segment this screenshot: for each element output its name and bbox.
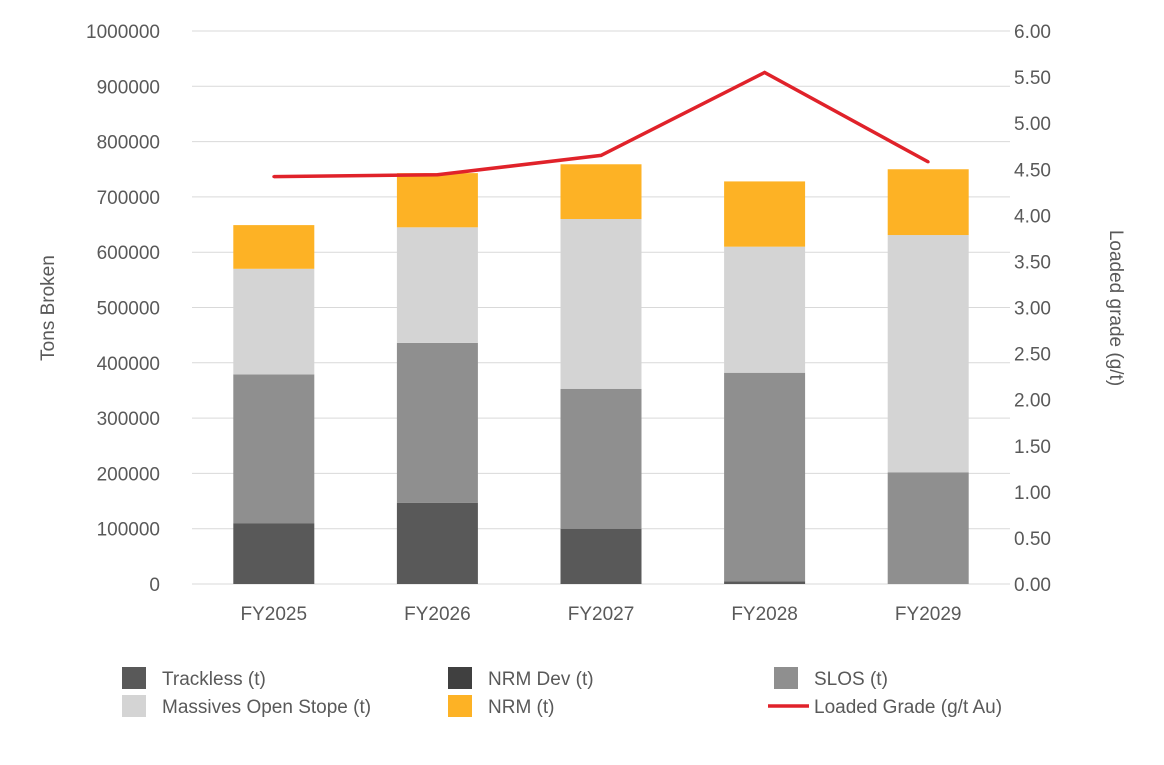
x-tick-label: FY2028 — [731, 604, 798, 625]
grade-series-line — [273, 70, 930, 179]
axes: Tons Broken Loaded grade (g/t) 0 100000 20… — [38, 22, 1126, 625]
bar-segment — [724, 581, 806, 584]
grade-point — [926, 160, 930, 164]
bar-segment — [233, 268, 315, 375]
y-tick-label: 1000000 — [86, 22, 160, 43]
legend-label: SLOS (t) — [814, 669, 888, 690]
grade-point — [599, 153, 603, 157]
y-axis-title: Tons Broken — [38, 255, 59, 361]
y2-tick-label: 0.00 — [1014, 575, 1051, 596]
bar-segment — [724, 246, 806, 373]
y-tick-label: 700000 — [97, 188, 160, 209]
legend-label: NRM (t) — [488, 697, 554, 718]
x-tick-label: FY2027 — [568, 604, 635, 625]
bar-segment — [233, 374, 315, 524]
bar-segment — [396, 502, 478, 584]
y2-tick-label: 5.00 — [1014, 114, 1051, 135]
bar-segment — [887, 472, 969, 584]
bar-segment — [560, 219, 642, 389]
y-tick-label: 600000 — [97, 243, 160, 264]
legend-swatch — [448, 695, 472, 717]
legend-label: NRM Dev (t) — [488, 669, 594, 690]
y2-tick-label: 4.50 — [1014, 160, 1051, 181]
y2-tick-label: 2.50 — [1014, 345, 1051, 366]
y2-tick-label: 5.50 — [1014, 68, 1051, 89]
bar-segment — [560, 388, 642, 529]
legend-label: Loaded Grade (g/t Au) — [814, 697, 1002, 718]
y2-tick-label: 1.50 — [1014, 437, 1051, 458]
y2-tick-label: 2.00 — [1014, 391, 1051, 412]
bar-segment — [396, 342, 478, 503]
legend-swatch — [774, 667, 798, 689]
bar-segment — [396, 227, 478, 343]
legend-swatch — [448, 667, 472, 689]
y2-tick-label: 4.00 — [1014, 206, 1051, 227]
y2-tick-label: 3.00 — [1014, 299, 1051, 320]
y2-tick-label: 1.00 — [1014, 483, 1051, 504]
grade-point — [272, 175, 276, 179]
y-tick-label: 400000 — [97, 354, 160, 375]
y-tick-label: 800000 — [97, 133, 160, 154]
bar-segment — [560, 164, 642, 220]
legend-label: Massives Open Stope (t) — [162, 697, 371, 718]
x-tick-label: FY2026 — [404, 604, 471, 625]
bars — [233, 164, 969, 584]
y-tick-label: 300000 — [97, 409, 160, 430]
legend-label: Trackless (t) — [162, 669, 266, 690]
bar-segment — [887, 169, 969, 236]
grade-line-layer — [272, 70, 930, 179]
bar-segment — [724, 372, 806, 582]
y2-tick-label: 0.50 — [1014, 529, 1051, 550]
legend: Trackless (t) NRM Dev (t) SLOS (t) Massives… — [122, 667, 1002, 718]
y-tick-label: 900000 — [97, 77, 160, 98]
y-tick-label: 0 — [149, 575, 160, 596]
grade-point — [435, 173, 439, 177]
y2-tick-label: 6.00 — [1014, 22, 1051, 43]
legend-swatch — [122, 667, 146, 689]
y-tick-label: 500000 — [97, 299, 160, 320]
y2-tick-label: 3.50 — [1014, 252, 1051, 273]
bar-segment — [887, 235, 969, 473]
bar-segment — [560, 528, 642, 584]
bar-segment — [396, 173, 478, 228]
y-tick-label: 100000 — [97, 520, 160, 541]
x-tick-label: FY2025 — [241, 604, 308, 625]
x-tick-label: FY2029 — [895, 604, 962, 625]
y-tick-label: 200000 — [97, 464, 160, 485]
bar-segment — [724, 181, 806, 247]
bar-segment — [233, 523, 315, 584]
legend-swatch — [122, 695, 146, 717]
bar-segment — [233, 225, 315, 269]
grade-point — [763, 70, 767, 74]
y2-axis-title: Loaded grade (g/t) — [1105, 230, 1126, 386]
